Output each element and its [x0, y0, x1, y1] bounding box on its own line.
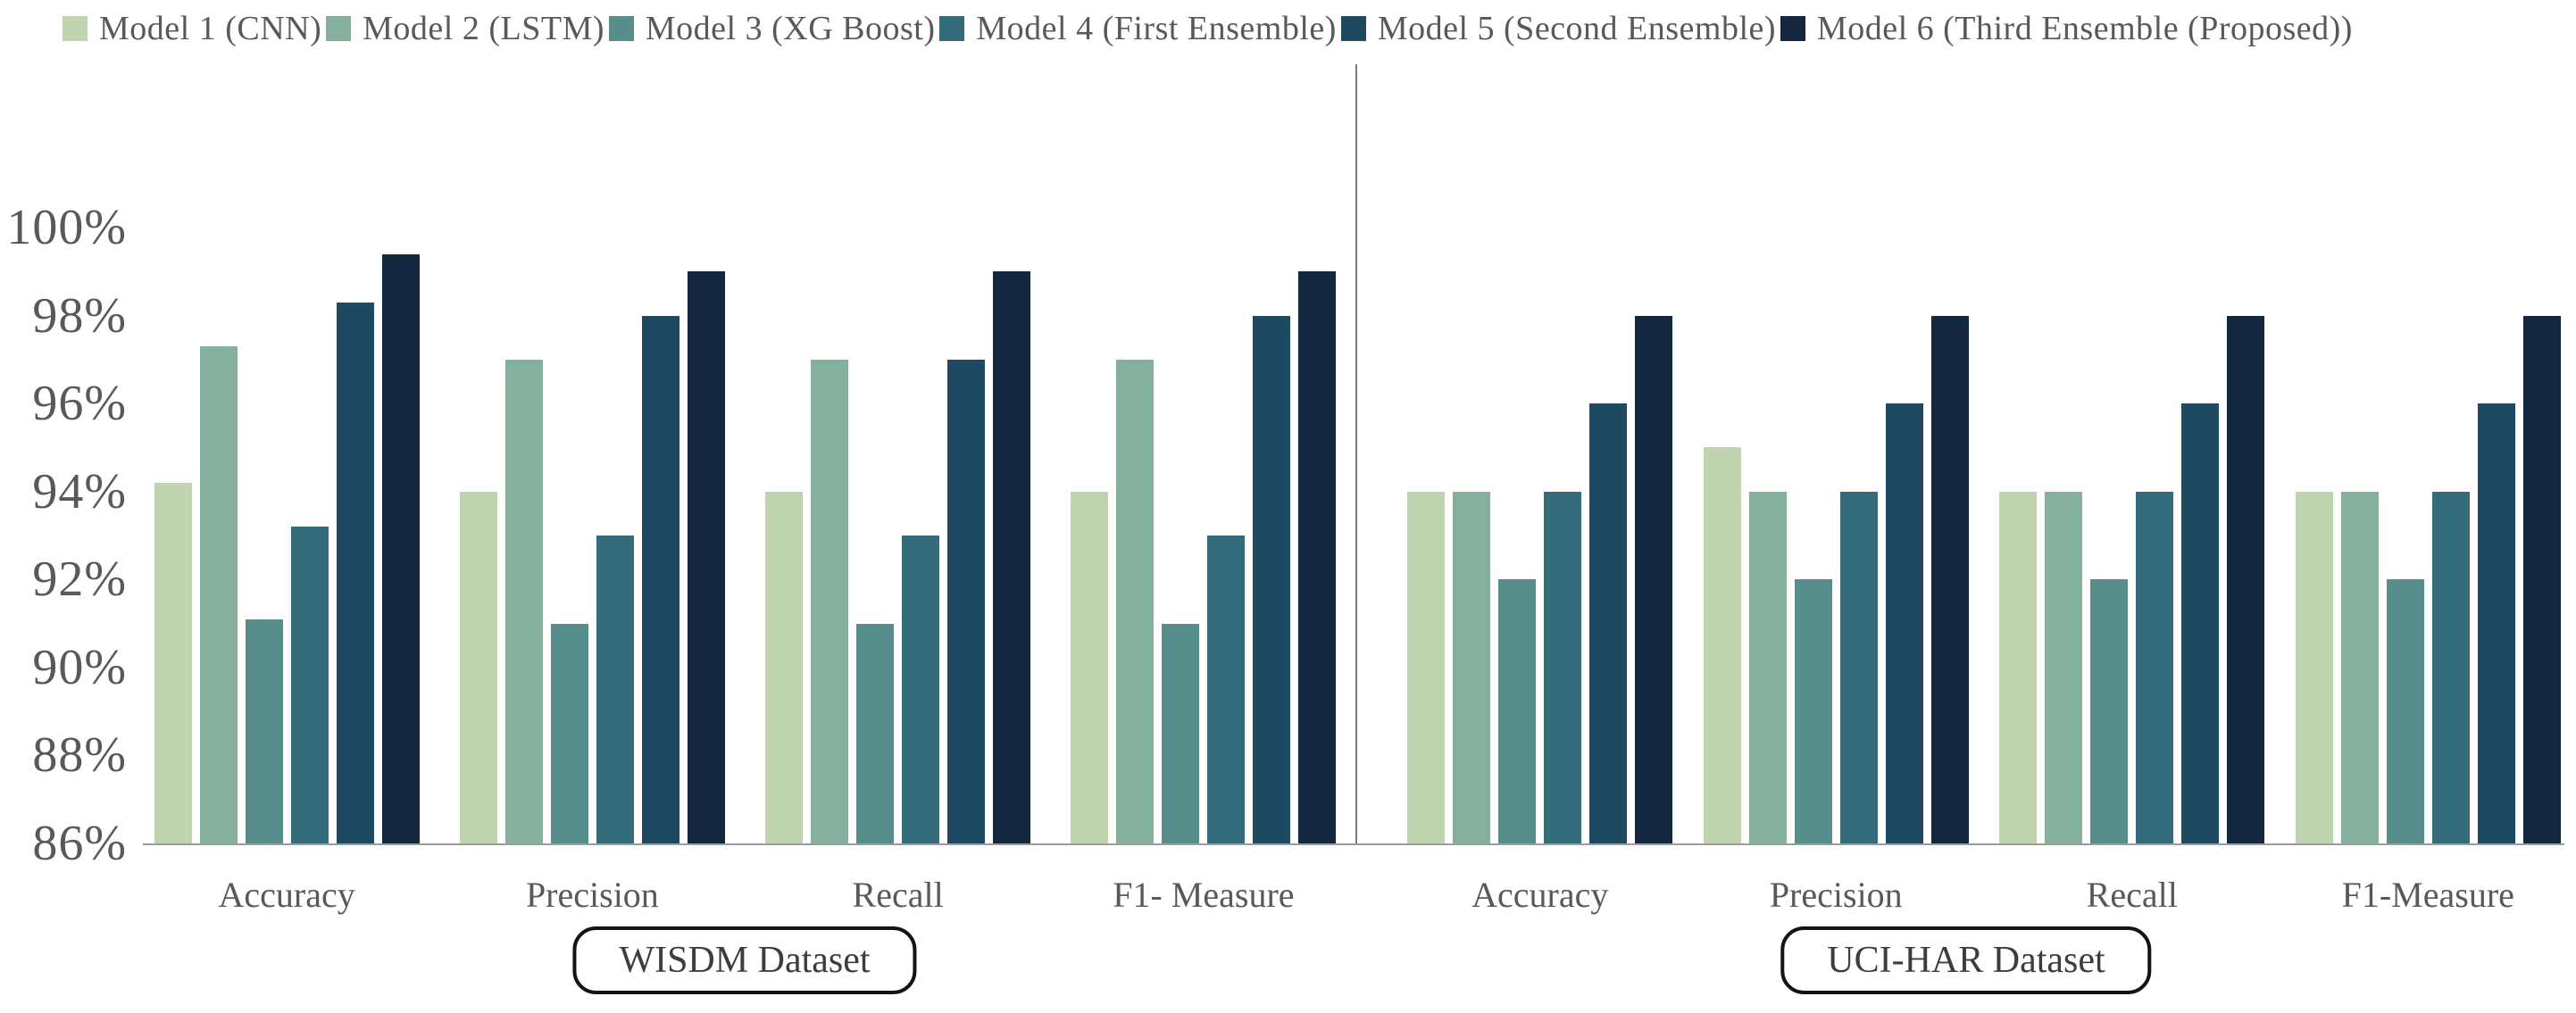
bar — [1589, 403, 1628, 843]
bar — [2227, 315, 2265, 843]
bar — [1453, 491, 1491, 843]
bar — [1162, 623, 1200, 843]
bar-group-recall — [1984, 228, 2280, 843]
x-axis-line — [143, 843, 2564, 845]
bar — [336, 302, 374, 843]
bar — [1253, 315, 1291, 843]
legend-swatch-icon — [1780, 16, 1805, 41]
y-axis-tick-label: 90% — [32, 639, 127, 695]
bar-group-accuracy — [134, 228, 439, 843]
bar — [765, 491, 804, 843]
bar-group-precision — [1688, 228, 1985, 843]
dataset-box-wisdm: WISDM Dataset — [572, 926, 917, 994]
bar — [459, 491, 497, 843]
dataset-box-uci-har: UCI-HAR Dataset — [1780, 926, 2152, 994]
bar — [856, 623, 895, 843]
legend-item: Model 1 (CNN) — [63, 9, 321, 48]
legend-item: Model 5 (Second Ensemble) — [1340, 9, 1777, 48]
bar — [2136, 491, 2174, 843]
y-axis-tick-label: 94% — [32, 463, 127, 519]
bar-group-accuracy — [1392, 228, 1688, 843]
dataset-divider-line — [1355, 64, 1357, 843]
legend-label: Model 5 (Second Ensemble) — [1377, 10, 1777, 47]
bar — [1703, 447, 1741, 843]
bar — [1930, 315, 1969, 843]
bar — [2340, 491, 2379, 843]
y-axis-tick-label: 88% — [32, 727, 127, 784]
bar — [1885, 403, 1923, 843]
bar-group-f1-measure — [2280, 228, 2576, 843]
bar — [641, 315, 679, 843]
bar — [1839, 491, 1878, 843]
bar — [2090, 579, 2129, 843]
legend-swatch-icon — [326, 16, 352, 41]
bar — [1207, 536, 1246, 843]
legend-label: Model 3 (XG Boost) — [645, 10, 936, 47]
legend-item: Model 6 (Third Ensemble (Proposed)) — [1780, 9, 2353, 48]
bar — [381, 253, 420, 843]
bar — [245, 619, 283, 843]
bar — [1071, 491, 1109, 843]
bar-group-f1-measure — [1051, 228, 1356, 843]
x-axis-category-label: Accuracy — [218, 875, 355, 915]
x-axis-category-label: Accuracy — [1471, 875, 1609, 915]
legend-swatch-icon — [63, 16, 88, 41]
bar — [2477, 403, 2515, 843]
bar — [596, 536, 634, 843]
x-axis-category-label: Precision — [525, 875, 659, 915]
bar — [1748, 491, 1787, 843]
bar — [290, 527, 329, 843]
bar — [1635, 315, 1673, 843]
legend-item: Model 2 (LSTM) — [326, 9, 604, 48]
y-axis-tick-label: 92% — [32, 552, 127, 608]
bar — [2295, 491, 2333, 843]
bar — [1498, 579, 1537, 843]
bar — [2181, 403, 2220, 843]
chart-legend: Model 1 (CNN) Model 2 (LSTM) Model 3 (XG B… — [63, 5, 2353, 52]
legend-label: Model 6 (Third Ensemble (Proposed)) — [1816, 10, 2353, 47]
bar — [902, 536, 940, 843]
y-axis-tick-label: 100% — [6, 200, 127, 255]
legend-item: Model 4 (First Ensemble) — [939, 9, 1337, 48]
y-axis-tick-label: 86% — [32, 816, 127, 871]
bar — [1116, 359, 1155, 843]
bar — [2045, 491, 2083, 843]
bar — [2431, 491, 2470, 843]
bar — [154, 482, 192, 843]
x-axis-category-label: Recall — [2086, 875, 2178, 915]
bar — [1999, 491, 2038, 843]
bar — [2522, 315, 2561, 843]
x-axis-category-label: Recall — [852, 875, 944, 915]
bar — [504, 359, 543, 843]
legend-label: Model 1 (CNN) — [99, 10, 322, 47]
legend-swatch-icon — [939, 16, 965, 41]
bar-group-recall — [746, 228, 1051, 843]
bar — [1794, 579, 1832, 843]
bar — [993, 271, 1031, 843]
legend-item: Model 3 (XG Boost) — [608, 9, 936, 48]
bar — [2386, 579, 2424, 843]
bar — [1407, 491, 1446, 843]
legend-swatch-icon — [1340, 16, 1366, 41]
legend-label: Model 4 (First Ensemble) — [976, 10, 1337, 47]
y-axis-tick-label: 98% — [32, 287, 127, 344]
bar — [550, 623, 588, 843]
x-axis-category-label: Precision — [1769, 875, 1903, 915]
x-axis-category-label: F1-Measure — [2341, 875, 2514, 915]
bar-group-precision — [439, 228, 745, 843]
bar — [947, 359, 986, 843]
bar — [811, 359, 849, 843]
x-axis-category-label: F1- Measure — [1113, 875, 1295, 915]
bar — [1298, 271, 1337, 843]
legend-label: Model 2 (LSTM) — [363, 10, 605, 47]
legend-swatch-icon — [608, 16, 634, 41]
bar — [199, 346, 238, 843]
bar — [687, 271, 725, 843]
bar — [1544, 491, 1582, 843]
y-axis-tick-label: 96% — [32, 376, 127, 432]
